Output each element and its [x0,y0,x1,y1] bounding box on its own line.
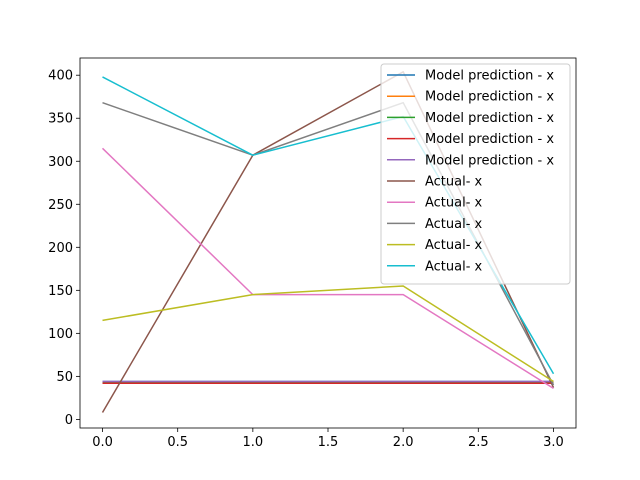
x-tick-label: 0.0 [92,435,113,450]
legend-label: Model prediction - x [425,69,554,84]
y-tick-label: 200 [48,241,73,256]
series-line-9 [102,285,554,383]
legend: Model prediction - x Model prediction - x… [380,63,571,285]
x-tick-label: 1.0 [243,435,264,450]
y-tick-label: 350 [48,112,73,127]
y-tick-label: 50 [56,370,73,385]
legend-label: Model prediction - x [425,153,554,168]
legend-label: Actual- x [425,196,483,211]
y-tick-label: 150 [48,284,73,299]
y-tick-label: 300 [48,155,73,170]
legend-label: Actual- x [425,259,483,274]
x-axis: 0.0 0.5 1.0 1.5 2.0 2.5 3.0 [92,428,564,450]
x-tick-label: 0.5 [167,435,188,450]
legend-label: Actual- x [425,175,483,190]
legend-frame [380,63,571,285]
series-line-7 [101,147,554,390]
legend-label: Actual- x [425,217,483,232]
y-tick-label: 400 [48,69,73,84]
legend-label: Model prediction - x [425,90,554,105]
legend-label: Model prediction - x [425,132,554,147]
legend-label: Model prediction - x [425,111,554,126]
x-tick-label: 3.0 [543,435,564,450]
legend-label: Actual- x [425,238,483,253]
y-axis: 0 50 100 150 200 250 300 350 400 [48,69,80,428]
y-tick-label: 100 [48,327,73,342]
x-tick-label: 2.0 [393,435,414,450]
y-tick-label: 0 [65,413,73,428]
x-tick-label: 1.5 [318,435,339,450]
y-tick-label: 250 [48,198,73,213]
x-tick-label: 2.5 [468,435,489,450]
